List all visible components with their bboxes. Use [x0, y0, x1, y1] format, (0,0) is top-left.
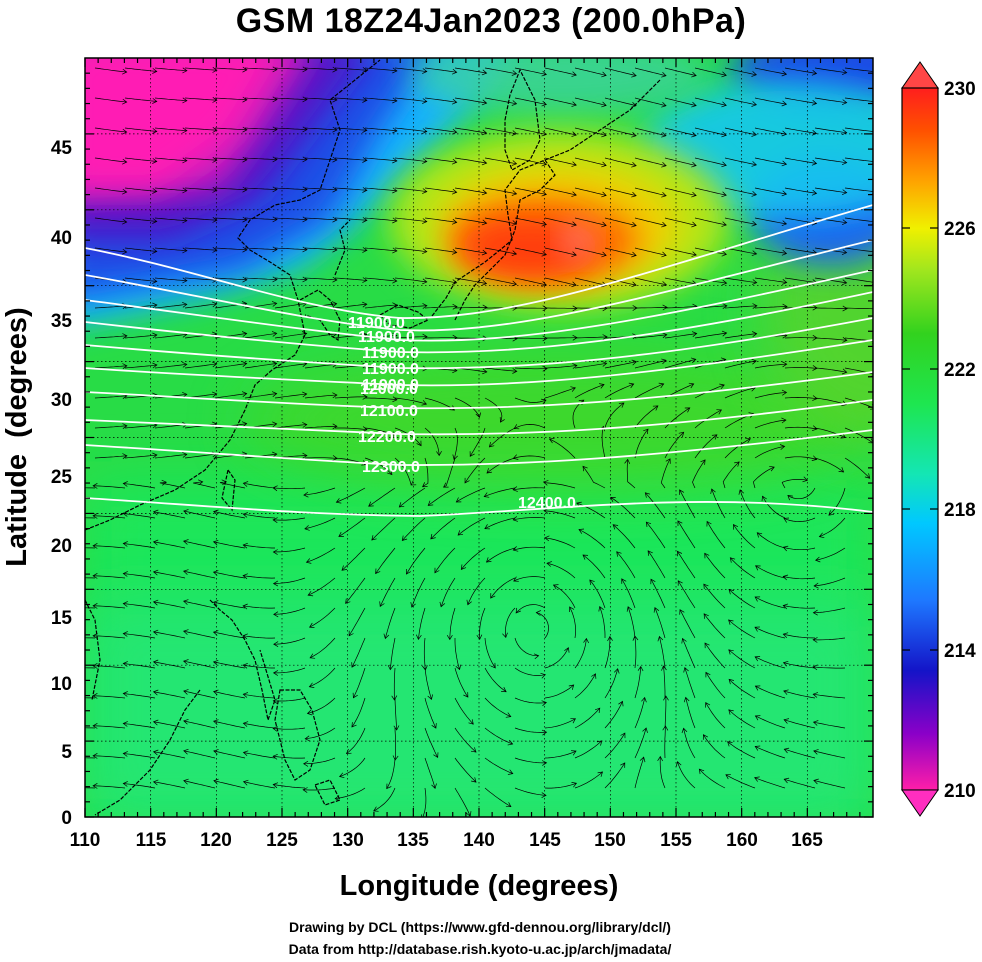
contour-label: 12300.0	[362, 459, 420, 476]
y-tick-labels: 0 5 10 15 20 25 30 35 40 45	[51, 138, 73, 829]
y-tick-label: 25	[51, 467, 73, 488]
colorbar-label: 214	[944, 641, 976, 662]
axis-ticks	[84, 58, 873, 818]
contour-label: 11900.0	[358, 329, 415, 346]
x-tick-label: 120	[200, 830, 232, 851]
contour-label: 11900.0	[362, 377, 419, 394]
contour-label: 12100.0	[360, 403, 418, 420]
temperature-field	[85, 58, 873, 817]
x-tick-label: 130	[332, 830, 364, 851]
y-axis-label: Latitude (degrees)	[1, 307, 33, 566]
y-tick-label: 15	[51, 608, 73, 629]
colorbar-label: 222	[944, 360, 976, 381]
x-tick-label: 160	[726, 830, 758, 851]
y-tick-label: 20	[51, 536, 72, 557]
colorbar-label: 230	[944, 79, 976, 100]
colorbar-label: 218	[944, 500, 976, 521]
credit-drawing: Drawing by DCL (https://www.gfd-dennou.o…	[289, 919, 671, 935]
contour-label: 12000.0	[360, 381, 418, 398]
colorbar-scale	[901, 87, 939, 791]
contour-label: 12200.0	[358, 429, 416, 446]
x-tick-label: 145	[529, 830, 561, 851]
coastlines	[85, 59, 661, 816]
colorbar-max-arrow	[901, 61, 939, 89]
credit-data: Data from http://database.rish.kyoto-u.a…	[288, 941, 672, 957]
chart-title: GSM 18Z24Jan2023 (200.0hPa)	[235, 2, 747, 40]
y-tick-label: 45	[51, 138, 73, 159]
map-figure: 11900.0 11900.0 11900.0 11900.0 11900.0 …	[1, 57, 976, 902]
x-tick-label: 115	[136, 830, 167, 851]
contour-label: 11900.0	[362, 345, 419, 362]
colorbar-min-arrow	[901, 789, 939, 817]
x-tick-label: 155	[660, 830, 692, 851]
x-tick-labels: 110 115 120 125 130 135 140 145 150 155 …	[70, 830, 824, 851]
x-tick-label: 110	[70, 830, 101, 851]
y-tick-label: 10	[51, 674, 72, 695]
contour-label: 11900.0	[348, 315, 405, 332]
x-tick-label: 165	[791, 830, 823, 851]
x-tick-label: 135	[397, 830, 429, 851]
y-tick-label: 5	[61, 742, 72, 763]
colorbar: 230 226 222 218 214 210	[901, 61, 976, 817]
x-tick-label: 125	[266, 830, 298, 851]
x-tick-label: 150	[594, 830, 626, 851]
colorbar-label: 226	[944, 219, 976, 240]
geopotential-contours	[85, 204, 873, 517]
x-tick-label: 140	[463, 830, 495, 851]
contour-label: 12400.0	[518, 495, 576, 512]
y-tick-label: 30	[51, 390, 72, 411]
y-tick-label: 0	[61, 808, 72, 829]
y-tick-label: 40	[51, 228, 72, 249]
x-axis-label: Longitude (degrees)	[340, 870, 619, 902]
grid-lines	[85, 58, 873, 817]
contour-labels: 11900.0 11900.0 11900.0 11900.0 11900.0 …	[348, 315, 576, 512]
y-tick-label: 35	[51, 311, 73, 332]
colorbar-label: 210	[944, 781, 976, 802]
contour-label: 11900.0	[362, 361, 419, 378]
wind-streamlines	[85, 66, 873, 817]
